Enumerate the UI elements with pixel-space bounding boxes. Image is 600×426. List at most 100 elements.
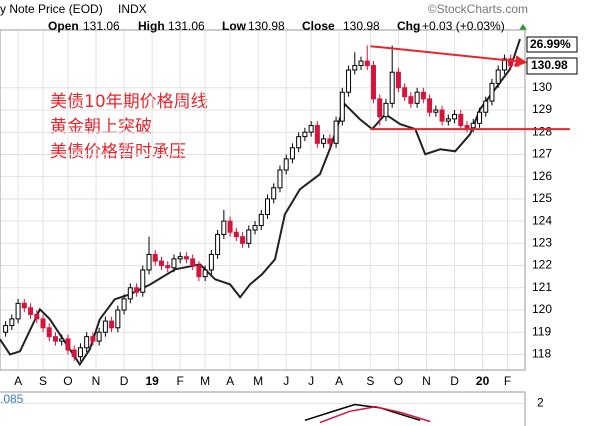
candle-body bbox=[271, 187, 277, 200]
y-tick-label: 119 bbox=[532, 324, 551, 338]
candle-body bbox=[445, 118, 451, 122]
candle-body bbox=[34, 313, 40, 320]
indicator-label: .085 bbox=[0, 392, 24, 406]
candle-body bbox=[408, 96, 414, 104]
candle-body bbox=[65, 338, 71, 351]
candle-body bbox=[221, 220, 227, 235]
close-tag: 130.98 bbox=[531, 58, 568, 72]
x-tick-label: A bbox=[14, 374, 22, 388]
candle-body bbox=[470, 122, 476, 129]
x-tick-label: A bbox=[335, 374, 343, 388]
candle-body bbox=[190, 258, 196, 267]
y-tick-label: 120 bbox=[532, 302, 552, 316]
candle-body bbox=[28, 307, 34, 315]
x-tick-label: S bbox=[39, 374, 47, 388]
candle-body bbox=[96, 331, 102, 342]
candle-body bbox=[152, 253, 158, 262]
candle-body bbox=[339, 91, 345, 122]
candle-body bbox=[283, 158, 289, 171]
candle-body bbox=[171, 258, 177, 269]
candle-body bbox=[71, 349, 77, 358]
x-tick-label: N bbox=[422, 374, 431, 388]
candle-body bbox=[127, 287, 133, 300]
candle-body bbox=[327, 138, 333, 144]
exchange: INDX bbox=[118, 2, 147, 16]
candle-body bbox=[3, 325, 9, 333]
y-tick-label: 118 bbox=[532, 347, 551, 361]
candle-body bbox=[246, 229, 252, 244]
candle-body bbox=[46, 327, 52, 338]
candle-body bbox=[52, 336, 58, 342]
x-tick-label: O bbox=[394, 374, 403, 388]
header-value: 130.98 bbox=[248, 19, 285, 33]
y-tick-label: 127 bbox=[532, 147, 552, 161]
candle-body bbox=[377, 98, 383, 118]
candle-body bbox=[458, 113, 464, 127]
y-tick-label: 124 bbox=[532, 213, 552, 227]
candle-body bbox=[402, 87, 408, 98]
annotation: 美债10年期价格周线 bbox=[50, 92, 208, 112]
candle-body bbox=[289, 147, 295, 160]
candle-body bbox=[277, 169, 283, 189]
candle-body bbox=[115, 309, 121, 329]
annotation: 美债价格暂时承压 bbox=[50, 142, 186, 162]
candle-body bbox=[90, 336, 96, 342]
x-tick-label: 20 bbox=[476, 374, 490, 388]
candle-body bbox=[59, 338, 65, 342]
candle-body bbox=[196, 265, 202, 278]
candle-body bbox=[352, 65, 358, 71]
candle-body bbox=[252, 225, 258, 231]
candle-body bbox=[414, 91, 420, 104]
x-tick-label: O bbox=[63, 374, 72, 388]
candle-body bbox=[134, 287, 140, 293]
header-label: High bbox=[138, 19, 165, 33]
candle-body bbox=[514, 63, 520, 67]
indicator-line bbox=[304, 403, 421, 422]
candle-body bbox=[102, 320, 108, 333]
x-tick-label: D bbox=[450, 374, 459, 388]
y-tick-label: 123 bbox=[532, 236, 552, 250]
candle-body bbox=[389, 71, 395, 104]
candle-body bbox=[40, 318, 46, 329]
candle-body bbox=[308, 125, 314, 133]
candle-body bbox=[321, 138, 327, 144]
candle-body bbox=[383, 102, 389, 118]
y-tick-label: 130 bbox=[532, 80, 552, 94]
candle-body bbox=[158, 260, 164, 267]
candle-body bbox=[264, 198, 270, 215]
candle-body bbox=[183, 256, 189, 260]
candle-body bbox=[370, 65, 376, 100]
candle-body bbox=[77, 347, 83, 358]
candle-body bbox=[109, 320, 115, 329]
candle-body bbox=[495, 69, 501, 84]
x-tick-label: S bbox=[366, 374, 374, 388]
tag-box bbox=[526, 36, 578, 53]
y-tick-label: 121 bbox=[532, 280, 552, 294]
candle-body bbox=[358, 60, 364, 67]
candle-body bbox=[202, 269, 208, 278]
header-value: 131.06 bbox=[83, 19, 120, 33]
candle-body bbox=[464, 125, 470, 129]
candle-body bbox=[452, 113, 458, 120]
candle-body bbox=[508, 58, 514, 67]
candle-body bbox=[208, 253, 214, 271]
x-tick-label: N bbox=[92, 374, 101, 388]
y-tick-label: 129 bbox=[532, 102, 552, 116]
candle-body bbox=[483, 100, 489, 113]
x-tick-label: F bbox=[504, 374, 511, 388]
x-tick-label: D bbox=[120, 374, 129, 388]
candle-body bbox=[15, 302, 21, 320]
x-tick-label: A bbox=[226, 374, 234, 388]
candle-body bbox=[121, 298, 127, 311]
indicator-line bbox=[319, 405, 431, 424]
x-tick-label: M bbox=[253, 374, 263, 388]
header-value: 130.98 bbox=[343, 19, 380, 33]
candle-body bbox=[140, 269, 146, 293]
candle-body bbox=[476, 111, 482, 124]
y-tick-label: 122 bbox=[532, 258, 552, 272]
x-tick-label: J bbox=[308, 374, 314, 388]
candle-body bbox=[165, 265, 171, 269]
candle-body bbox=[9, 318, 15, 327]
candle-body bbox=[227, 220, 233, 233]
